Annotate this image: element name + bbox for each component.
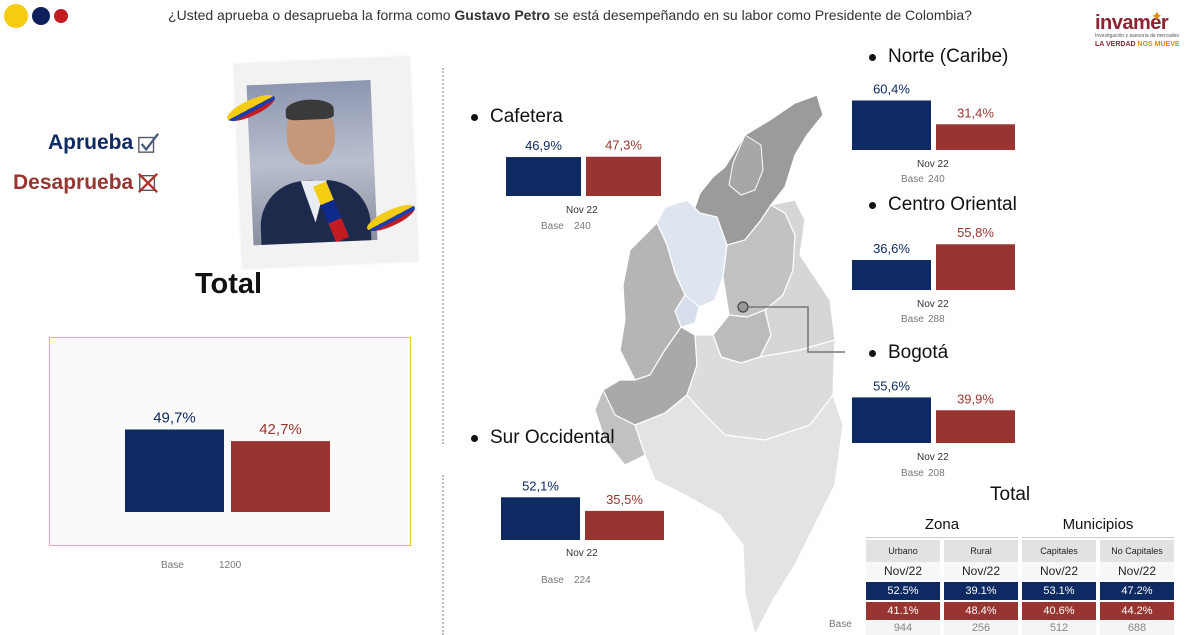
sur-period: Nov 22 [566, 548, 598, 559]
table-group-municipios: Municipios [1022, 512, 1174, 538]
table-base-cell: 944 [866, 621, 940, 635]
region-title-cafetera: Cafetera [471, 106, 563, 128]
norte-bar-desaprueba [936, 124, 1015, 150]
table-period-cell: Nov/22 [1022, 562, 1096, 580]
question-name: Gustavo Petro [454, 7, 551, 23]
total-base-value: 1200 [219, 560, 242, 571]
cafetera-base-value: 240 [574, 221, 591, 232]
bogota-period: Nov 22 [917, 452, 949, 463]
region-title-centro: Centro Oriental [869, 194, 1017, 216]
region-title-norte: Norte (Caribe) [869, 46, 1008, 68]
colombia-map [595, 95, 845, 635]
cafetera-bar-aprueba [506, 157, 581, 196]
centro-bar-desaprueba [936, 244, 1015, 290]
bogota-leader-line [748, 306, 845, 353]
checkbox-checked-icon [138, 133, 160, 153]
table-base-label: Base [829, 619, 852, 630]
total-bar-aprueba [125, 429, 224, 512]
table-title: Total [990, 484, 1031, 505]
legend-disapprove-label: Desaprueba [13, 171, 134, 194]
bogota-bar-desaprueba [936, 410, 1015, 443]
centro-base-label: Base [901, 314, 924, 325]
centro-bar-aprueba [852, 259, 931, 290]
question-prefix: ¿Usted aprueba o desaprueba la forma com… [168, 7, 451, 23]
table-col-header: Rural [944, 540, 1018, 562]
legend-approve-label: Aprueba [48, 131, 134, 154]
table-period-cell: Nov/22 [944, 562, 1018, 580]
table-col-header: No Capitales [1100, 540, 1174, 562]
bogota-base-label: Base [901, 468, 924, 479]
invamer-logo: invamer ✦ Investigación y asesoría de me… [1095, 8, 1195, 62]
sur-bar-desaprueba [585, 510, 664, 540]
sur-data-label-desaprueba: 35,5% [606, 492, 643, 507]
logo-subtitle: Investigación y asesoría de mercadeo [1095, 33, 1180, 39]
logo-tag-1: LA VERDAD [1095, 41, 1136, 48]
legend-disapprove: Desaprueba [13, 171, 159, 195]
sur-bar-aprueba [501, 497, 580, 540]
table-base-cell: 512 [1022, 621, 1096, 635]
logo-tag-2: NOS MUEVE [1137, 41, 1180, 48]
sur-base-label: Base [541, 575, 564, 586]
table-disapprove-cell: 40.6% [1022, 602, 1096, 620]
norte-base-value: 240 [928, 174, 945, 185]
red-dot [54, 9, 68, 23]
table-col-header: Capitales [1022, 540, 1096, 562]
cafetera-data-label-aprueba: 46,9% [525, 138, 562, 153]
table-col-header: Urbano [866, 540, 940, 562]
total-title: Total [195, 268, 263, 300]
total-base-label: Base [161, 560, 184, 571]
table-approve-cell: 47.2% [1100, 582, 1174, 600]
bogota-data-label-desaprueba: 39,9% [957, 391, 994, 406]
region-title-sur: Sur Occidental [471, 427, 615, 449]
centro-data-label-desaprueba: 55,8% [957, 225, 994, 240]
yellow-dot [4, 4, 28, 28]
norte-period: Nov 22 [917, 159, 949, 170]
centro-base-value: 288 [928, 314, 945, 325]
cafetera-data-label-desaprueba: 47,3% [605, 138, 642, 153]
table-group-zona: Zona [866, 512, 1018, 538]
sur-base-value: 224 [574, 575, 591, 586]
vertical-divider [442, 68, 444, 444]
vertical-divider [442, 475, 444, 635]
checkbox-crossed-icon [138, 173, 159, 193]
cafetera-period: Nov 22 [566, 205, 598, 216]
cafetera-base-label: Base [541, 221, 564, 232]
table-approve-cell: 39.1% [944, 582, 1018, 600]
star-icon: ✦ [1151, 8, 1163, 24]
norte-data-label-aprueba: 60,4% [873, 81, 910, 96]
region-title-bogota: Bogotá [869, 342, 948, 364]
cafetera-bar-desaprueba [586, 156, 661, 196]
table-base-cell: 256 [944, 621, 1018, 635]
total-data-label-aprueba: 49,7% [153, 409, 196, 426]
table-disapprove-cell: 44.2% [1100, 602, 1174, 620]
table-disapprove-cell: 48.4% [944, 602, 1018, 620]
survey-question: ¿Usted aprueba o desaprueba la forma com… [0, 7, 1140, 23]
centro-period: Nov 22 [917, 299, 949, 310]
blue-dot [32, 7, 50, 25]
question-suffix: se está desempeñando en su labor como Pr… [554, 7, 972, 23]
centro-data-label-aprueba: 36,6% [873, 241, 910, 256]
logo-tagline: LA VERDAD NOS MUEVE [1095, 41, 1195, 48]
logo-word: invamer [1095, 12, 1169, 34]
table-approve-cell: 53.1% [1022, 582, 1096, 600]
norte-data-label-desaprueba: 31,4% [957, 105, 994, 120]
bogota-bar-aprueba [852, 397, 931, 443]
table-approve-cell: 52.5% [866, 582, 940, 600]
table-disapprove-cell: 41.1% [866, 602, 940, 620]
total-chart-box [49, 337, 411, 546]
legend-approve: Aprueba [48, 131, 160, 155]
bogota-base-value: 208 [928, 468, 945, 479]
total-bar-desaprueba [231, 441, 330, 512]
table-period-cell: Nov/22 [1100, 562, 1174, 580]
norte-base-label: Base [901, 174, 924, 185]
norte-bar-aprueba [852, 100, 931, 150]
table-period-cell: Nov/22 [866, 562, 940, 580]
bogota-data-label-aprueba: 55,6% [873, 378, 910, 393]
sur-data-label-aprueba: 52,1% [522, 478, 559, 493]
table-base-cell: 688 [1100, 621, 1174, 635]
total-data-label-desaprueba: 42,7% [259, 421, 302, 438]
